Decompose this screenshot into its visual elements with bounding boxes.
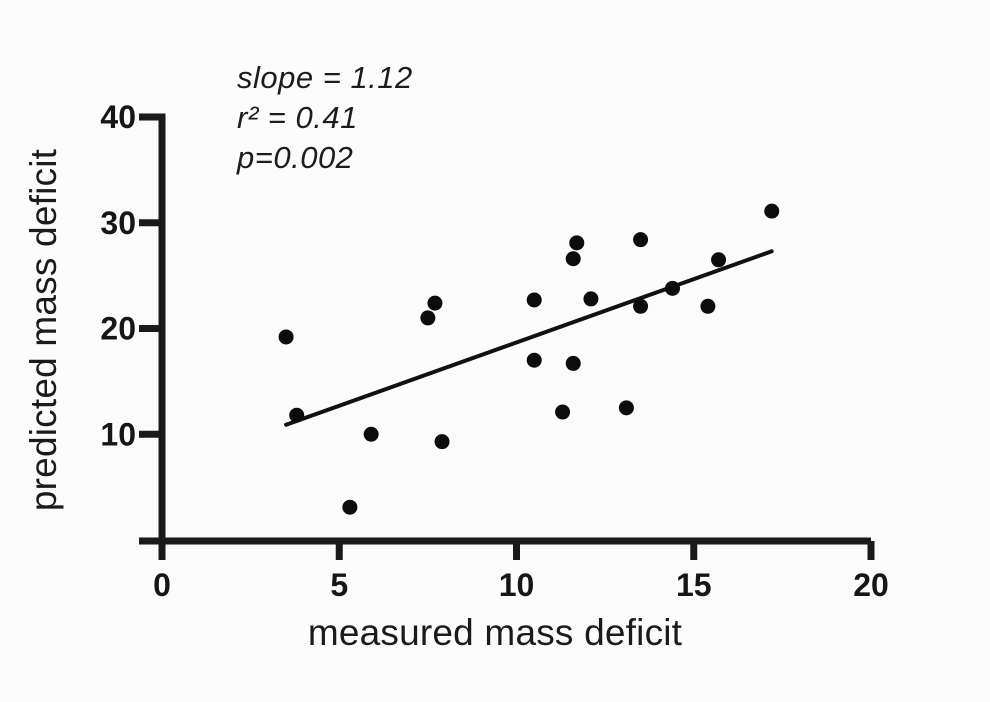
data-point (363, 426, 379, 442)
data-point (565, 355, 581, 371)
x-tick-label: 0 (153, 567, 171, 603)
data-point (342, 499, 358, 515)
annotation-r-squared: r² = 0.41 (237, 100, 358, 135)
x-tick-label: 20 (853, 567, 889, 603)
data-point (633, 232, 649, 248)
data-point (434, 434, 450, 450)
y-tick-label: 30 (100, 205, 136, 241)
x-axis-title: measured mass deficit (307, 612, 683, 653)
y-axis-title: predicted mass deficit (23, 148, 64, 512)
y-tick-label: 20 (100, 311, 136, 347)
data-point (289, 407, 305, 423)
y-tick-label: 10 (100, 416, 136, 452)
x-tick-label: 10 (499, 567, 535, 603)
data-point (420, 310, 436, 326)
y-tick-label: 40 (100, 99, 136, 135)
data-point (565, 251, 581, 267)
data-point (633, 298, 649, 314)
x-tick-label: 5 (330, 567, 348, 603)
data-point (569, 235, 585, 251)
data-point (664, 280, 680, 296)
data-point (583, 291, 599, 307)
regression-line (284, 249, 774, 427)
data-point (764, 203, 780, 219)
data-point (711, 252, 727, 268)
data-point (618, 400, 634, 416)
x-tick-label: 15 (676, 567, 712, 603)
data-point (526, 292, 542, 308)
data-point (278, 329, 294, 345)
data-point (526, 352, 542, 368)
stats-annotation: slope = 1.12 r² = 0.41 p=0.002 (237, 58, 413, 178)
data-point (700, 298, 716, 314)
data-point (427, 295, 443, 311)
data-point (555, 404, 571, 420)
annotation-p-value: p=0.002 (237, 140, 354, 175)
annotation-slope: slope = 1.12 (237, 60, 413, 95)
